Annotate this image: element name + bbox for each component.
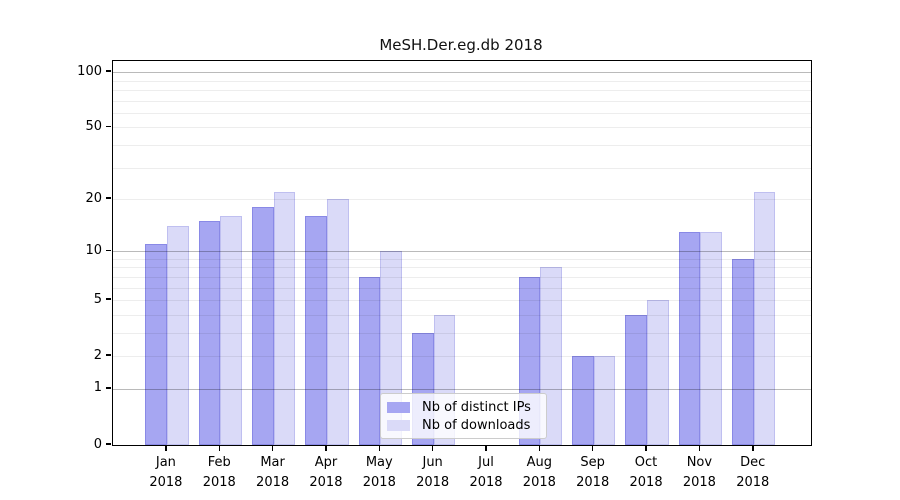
x-axis-label-jan: Jan 2018	[149, 455, 183, 490]
gridline-minor-3	[113, 332, 811, 334]
gridline-minor-50	[113, 127, 811, 129]
x-axis-label-aug: Aug 2018	[522, 455, 556, 490]
plot-area	[112, 60, 812, 446]
bar-distinct-ips-sep	[572, 356, 594, 445]
bar-downloads-nov	[700, 231, 723, 445]
gridline-minor-20	[113, 199, 811, 200]
gridline-minor-2	[113, 356, 811, 358]
y-axis-label-5: 5	[93, 291, 102, 307]
bar-distinct-ips-mar	[251, 207, 274, 445]
x-axis-tick-apr	[325, 445, 327, 451]
x-axis-tick-nov	[698, 445, 701, 451]
bar-downloads-jan	[166, 226, 189, 445]
gridline-minor-4	[113, 314, 811, 316]
y-axis-label-50: 50	[85, 118, 102, 134]
y-axis-label-10: 10	[85, 242, 102, 258]
x-axis-label-may: May 2018	[362, 455, 396, 490]
x-axis-tick-dec	[752, 445, 754, 451]
bar-downloads-sep	[593, 356, 616, 445]
y-axis-tick-20	[106, 197, 111, 199]
y-axis-label-2: 2	[93, 347, 102, 363]
bar-distinct-ips-apr	[305, 216, 327, 445]
bar-downloads-oct	[647, 300, 669, 445]
y-axis-label-100: 100	[77, 63, 102, 79]
legend-label-distinct-ips: Nb of distinct IPs	[422, 399, 531, 415]
x-axis-label-jul: Jul 2018	[469, 455, 503, 490]
y-axis-tick-1	[106, 387, 111, 389]
x-axis-label-jun: Jun 2018	[416, 455, 450, 490]
x-axis-tick-jun	[431, 445, 434, 451]
bar-distinct-ips-may	[358, 276, 381, 445]
gridline-minor-40	[113, 144, 811, 146]
x-axis-tick-mar	[271, 445, 274, 451]
bar-distinct-ips-dec	[732, 258, 754, 445]
legend-item-downloads: Nb of downloads	[381, 418, 546, 433]
x-axis-label-nov: Nov 2018	[682, 455, 716, 490]
gridline-minor-80	[113, 89, 811, 91]
legend-label-downloads: Nb of downloads	[422, 417, 531, 433]
bar-distinct-ips-oct	[625, 314, 648, 445]
legend-swatch-downloads	[387, 419, 410, 431]
bar-downloads-feb	[220, 216, 242, 445]
y-axis-tick-5	[106, 298, 111, 300]
chart-title: MeSH.Der.eg.db 2018	[379, 36, 543, 54]
gridline-major-10	[113, 251, 811, 253]
gridline-minor-6	[113, 287, 811, 289]
legend: Nb of distinct IPs Nb of downloads	[380, 393, 547, 439]
gridline-minor-70	[113, 100, 811, 102]
gridline-minor-7	[113, 276, 811, 278]
y-axis-label-0: 0	[93, 436, 102, 452]
x-axis-tick-oct	[645, 445, 647, 451]
bar-distinct-ips-feb	[198, 220, 221, 445]
y-axis-tick-50	[106, 125, 111, 128]
bar-downloads-mar	[273, 191, 296, 445]
gridline-minor-8	[113, 267, 811, 269]
gridline-minor-5	[113, 300, 811, 302]
bar-distinct-ips-jan	[145, 244, 167, 445]
x-axis-tick-sep	[591, 445, 594, 451]
x-axis-label-mar: Mar 2018	[256, 455, 290, 490]
x-axis-label-feb: Feb 2018	[202, 455, 236, 490]
x-axis-label-oct: Oct 2018	[629, 455, 663, 490]
y-axis-label-1: 1	[93, 380, 102, 396]
gridline-minor-9	[113, 258, 811, 260]
bar-distinct-ips-nov	[678, 231, 701, 445]
x-axis-label-sep: Sep 2018	[576, 455, 610, 490]
y-axis-tick-2	[106, 354, 111, 356]
legend-swatch-distinct-ips	[387, 401, 410, 413]
x-axis-label-dec: Dec 2018	[736, 455, 770, 490]
x-axis-tick-jan	[165, 445, 167, 451]
gridline-minor-90	[113, 80, 811, 82]
x-axis-tick-aug	[538, 445, 541, 451]
gridline-major-100	[113, 72, 811, 74]
x-axis-tick-jul	[485, 445, 487, 451]
x-axis-tick-may	[378, 445, 381, 451]
bar-downloads-dec	[753, 191, 776, 445]
legend-item-distinct-ips: Nb of distinct IPs	[381, 400, 546, 415]
bar-downloads-apr	[326, 199, 349, 445]
gridline-major-1	[113, 388, 811, 390]
x-axis-label-apr: Apr 2018	[309, 455, 343, 490]
y-axis-label-20: 20	[85, 190, 102, 206]
x-axis-tick-feb	[218, 445, 220, 451]
y-axis-tick-10	[106, 249, 111, 251]
gridline-minor-60	[113, 112, 811, 114]
y-axis-tick-100	[106, 70, 111, 72]
gridline-minor-30	[113, 167, 811, 169]
y-axis-tick-0	[106, 443, 111, 445]
